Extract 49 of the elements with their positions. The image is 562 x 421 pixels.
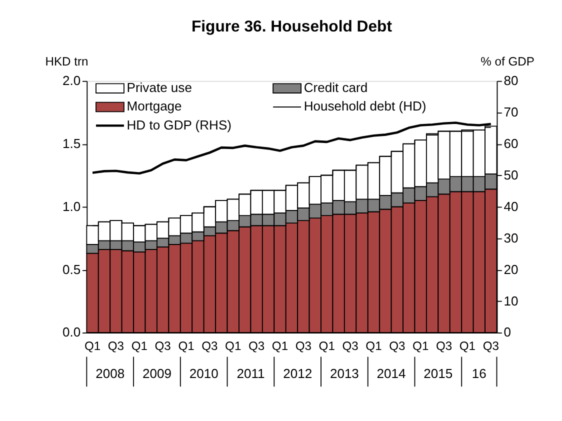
text: 2010 [189, 366, 218, 382]
x-tick-label: Q3 [436, 338, 452, 353]
x-tick-label: Q1 [459, 338, 476, 353]
x-tick-label: Q3 [342, 338, 359, 353]
y-tick-label: 0.0 [62, 324, 81, 340]
x-tick-label: Q1 [84, 338, 101, 353]
text: 2015 [424, 366, 453, 382]
x-tick-label: Q3 [389, 338, 406, 353]
x-tick-label: Q1 [178, 338, 195, 353]
y2-tick-label: 30 [504, 230, 518, 246]
y2-tick-label: 80 [504, 73, 518, 88]
x-tick-label: Q1 [412, 338, 429, 353]
y2-tick-label: 20 [504, 262, 518, 277]
y2-tick-label: 60 [504, 136, 518, 152]
legend-label: HD to GDP (RHS) [126, 117, 232, 132]
chart-title: Figure 36. Household Debt [191, 18, 393, 36]
legend-label: Private use [126, 80, 192, 96]
y-tick-label: 0.5 [62, 262, 81, 277]
legend-label: Mortgage [126, 98, 182, 114]
x-tick-label: Q3 [295, 338, 312, 353]
text: 2008 [96, 366, 125, 382]
y2-axis-title: % of GDP [480, 54, 535, 69]
y2-tick-label: 40 [504, 198, 518, 214]
y2-tick-label: 10 [504, 293, 518, 308]
x-tick-label: Q1 [366, 338, 382, 353]
y-tick-label: 1.5 [62, 136, 81, 152]
y-tick-label: 1.0 [62, 198, 81, 214]
text: 2014 [376, 366, 406, 382]
text: 2009 [142, 366, 172, 382]
x-tick-label: Q3 [482, 338, 500, 353]
text: 2012 [283, 366, 312, 382]
x-tick-label: Q1 [272, 338, 288, 353]
x-tick-label: Q3 [248, 338, 265, 353]
text: 2011 [236, 366, 265, 382]
y2-tick-label: 70 [504, 104, 518, 120]
x-tick-label: Q1 [225, 338, 242, 353]
text: 2013 [330, 366, 359, 382]
y2-tick-label: 50 [504, 167, 518, 182]
x-tick-label: Q1 [318, 338, 336, 353]
y-tick-label: 2.0 [62, 73, 81, 88]
text: 16 [472, 366, 486, 382]
x-tick-label: Q1 [131, 338, 148, 353]
y2-tick-label: 0 [504, 324, 511, 340]
x-tick-label: Q3 [108, 338, 124, 353]
legend-label: Household debt (HD) [304, 98, 426, 114]
x-tick-label: Q3 [154, 338, 172, 353]
legend-label: Credit card [304, 80, 368, 96]
y-axis-title: HKD trn [45, 54, 88, 69]
x-tick-label: Q3 [202, 338, 218, 353]
